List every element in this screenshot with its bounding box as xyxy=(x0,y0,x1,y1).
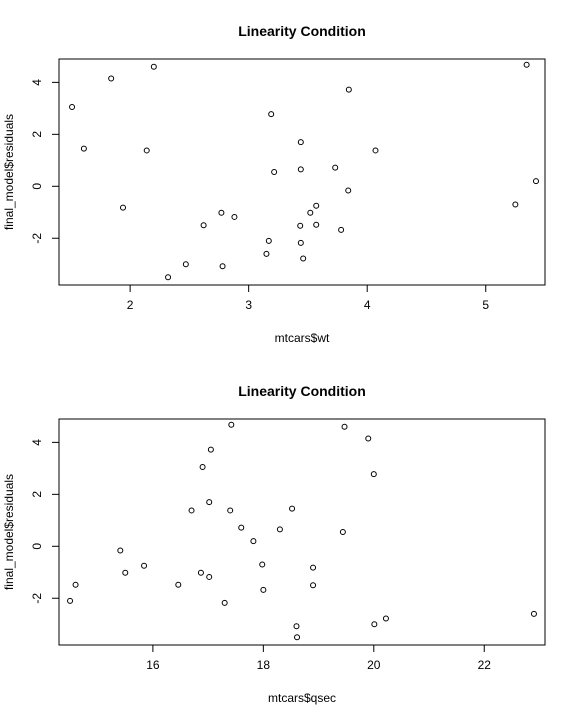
data-point xyxy=(272,170,277,175)
data-point xyxy=(142,563,147,568)
x-tick-label: 16 xyxy=(146,658,160,672)
y-tick-label: -2 xyxy=(30,593,44,604)
data-point xyxy=(207,574,212,579)
data-point xyxy=(109,76,114,81)
data-point xyxy=(200,465,205,470)
data-point xyxy=(294,624,299,629)
data-point xyxy=(372,622,377,627)
data-point xyxy=(189,508,194,513)
y-tick-label: 0 xyxy=(30,543,44,550)
x-tick-label: 5 xyxy=(482,298,489,312)
data-point xyxy=(219,210,224,215)
data-point xyxy=(533,179,538,184)
data-point xyxy=(339,227,344,232)
data-point xyxy=(261,587,266,592)
x-tick-label: 2 xyxy=(127,298,134,312)
data-point xyxy=(183,262,188,267)
data-point xyxy=(264,251,269,256)
data-point xyxy=(207,500,212,505)
data-point xyxy=(277,527,282,532)
chart-title: Linearity Condition xyxy=(238,383,366,399)
y-tick-label: 0 xyxy=(30,183,44,190)
y-axis: -2 0 2 4 xyxy=(30,79,59,244)
data-point xyxy=(151,64,156,69)
x-tick-label: 20 xyxy=(367,658,381,672)
data-point xyxy=(311,583,316,588)
data-point xyxy=(366,436,371,441)
data-point xyxy=(73,582,78,587)
x-tick-label: 18 xyxy=(257,658,271,672)
data-point xyxy=(346,188,351,193)
data-point xyxy=(383,616,388,621)
data-point xyxy=(311,565,316,570)
scatter-points xyxy=(68,422,537,639)
x-axis-label: mtcars$qsec xyxy=(268,691,336,705)
x-tick-label: 22 xyxy=(478,658,492,672)
data-point xyxy=(121,205,126,210)
y-tick-label: 2 xyxy=(30,491,44,498)
y-axis: -2 0 2 4 xyxy=(30,439,59,604)
data-point xyxy=(220,264,225,269)
y-tick-label: 4 xyxy=(30,439,44,446)
data-point xyxy=(123,570,128,575)
y-tick-label: 2 xyxy=(30,131,44,138)
data-point xyxy=(70,105,75,110)
data-point xyxy=(342,424,347,429)
data-point xyxy=(301,256,306,261)
data-point xyxy=(308,210,313,215)
data-point xyxy=(290,506,295,511)
chart-title: Linearity Condition xyxy=(238,23,366,39)
data-point xyxy=(201,223,206,228)
x-tick-label: 3 xyxy=(245,298,252,312)
data-point xyxy=(266,238,271,243)
data-point xyxy=(166,275,171,280)
data-point xyxy=(333,165,338,170)
data-point xyxy=(232,214,237,219)
data-point xyxy=(118,548,123,553)
x-axis-label: mtcars$wt xyxy=(275,331,330,345)
data-point xyxy=(371,472,376,477)
scatter-panel-qsec: Linearity Condition 16 18 20 22 -2 0 2 4 mtcar… xyxy=(2,383,545,705)
data-point xyxy=(208,447,213,452)
data-point xyxy=(239,525,244,530)
data-point xyxy=(298,167,303,172)
data-point xyxy=(198,570,203,575)
data-point xyxy=(251,539,256,544)
data-point xyxy=(269,112,274,117)
data-point xyxy=(81,146,86,151)
scatter-panel-wt: Linearity Condition 2 3 4 5 -2 0 2 4 mtcars$wt… xyxy=(2,23,545,345)
data-point xyxy=(314,203,319,208)
data-point xyxy=(513,202,518,207)
data-point xyxy=(222,600,227,605)
data-point xyxy=(298,223,303,228)
data-point xyxy=(298,140,303,145)
data-point xyxy=(373,148,378,153)
y-tick-label: -2 xyxy=(30,233,44,244)
data-point xyxy=(176,582,181,587)
data-point xyxy=(340,530,345,535)
y-axis-label: final_model$residuals xyxy=(2,114,16,230)
data-point xyxy=(531,611,536,616)
y-tick-label: 4 xyxy=(30,79,44,86)
data-point xyxy=(144,148,149,153)
y-axis-label: final_model$residuals xyxy=(2,474,16,590)
x-tick-label: 4 xyxy=(364,298,371,312)
data-point xyxy=(68,598,73,603)
data-point xyxy=(346,87,351,92)
plot-frame xyxy=(59,419,545,645)
data-point xyxy=(298,240,303,245)
x-axis: 16 18 20 22 xyxy=(146,645,491,672)
x-axis: 2 3 4 5 xyxy=(127,285,490,312)
data-point xyxy=(228,508,233,513)
data-point xyxy=(229,422,234,427)
scatter-points xyxy=(70,62,539,279)
data-point xyxy=(314,222,319,227)
data-point xyxy=(524,62,529,67)
data-point xyxy=(260,562,265,567)
data-point xyxy=(295,635,300,640)
